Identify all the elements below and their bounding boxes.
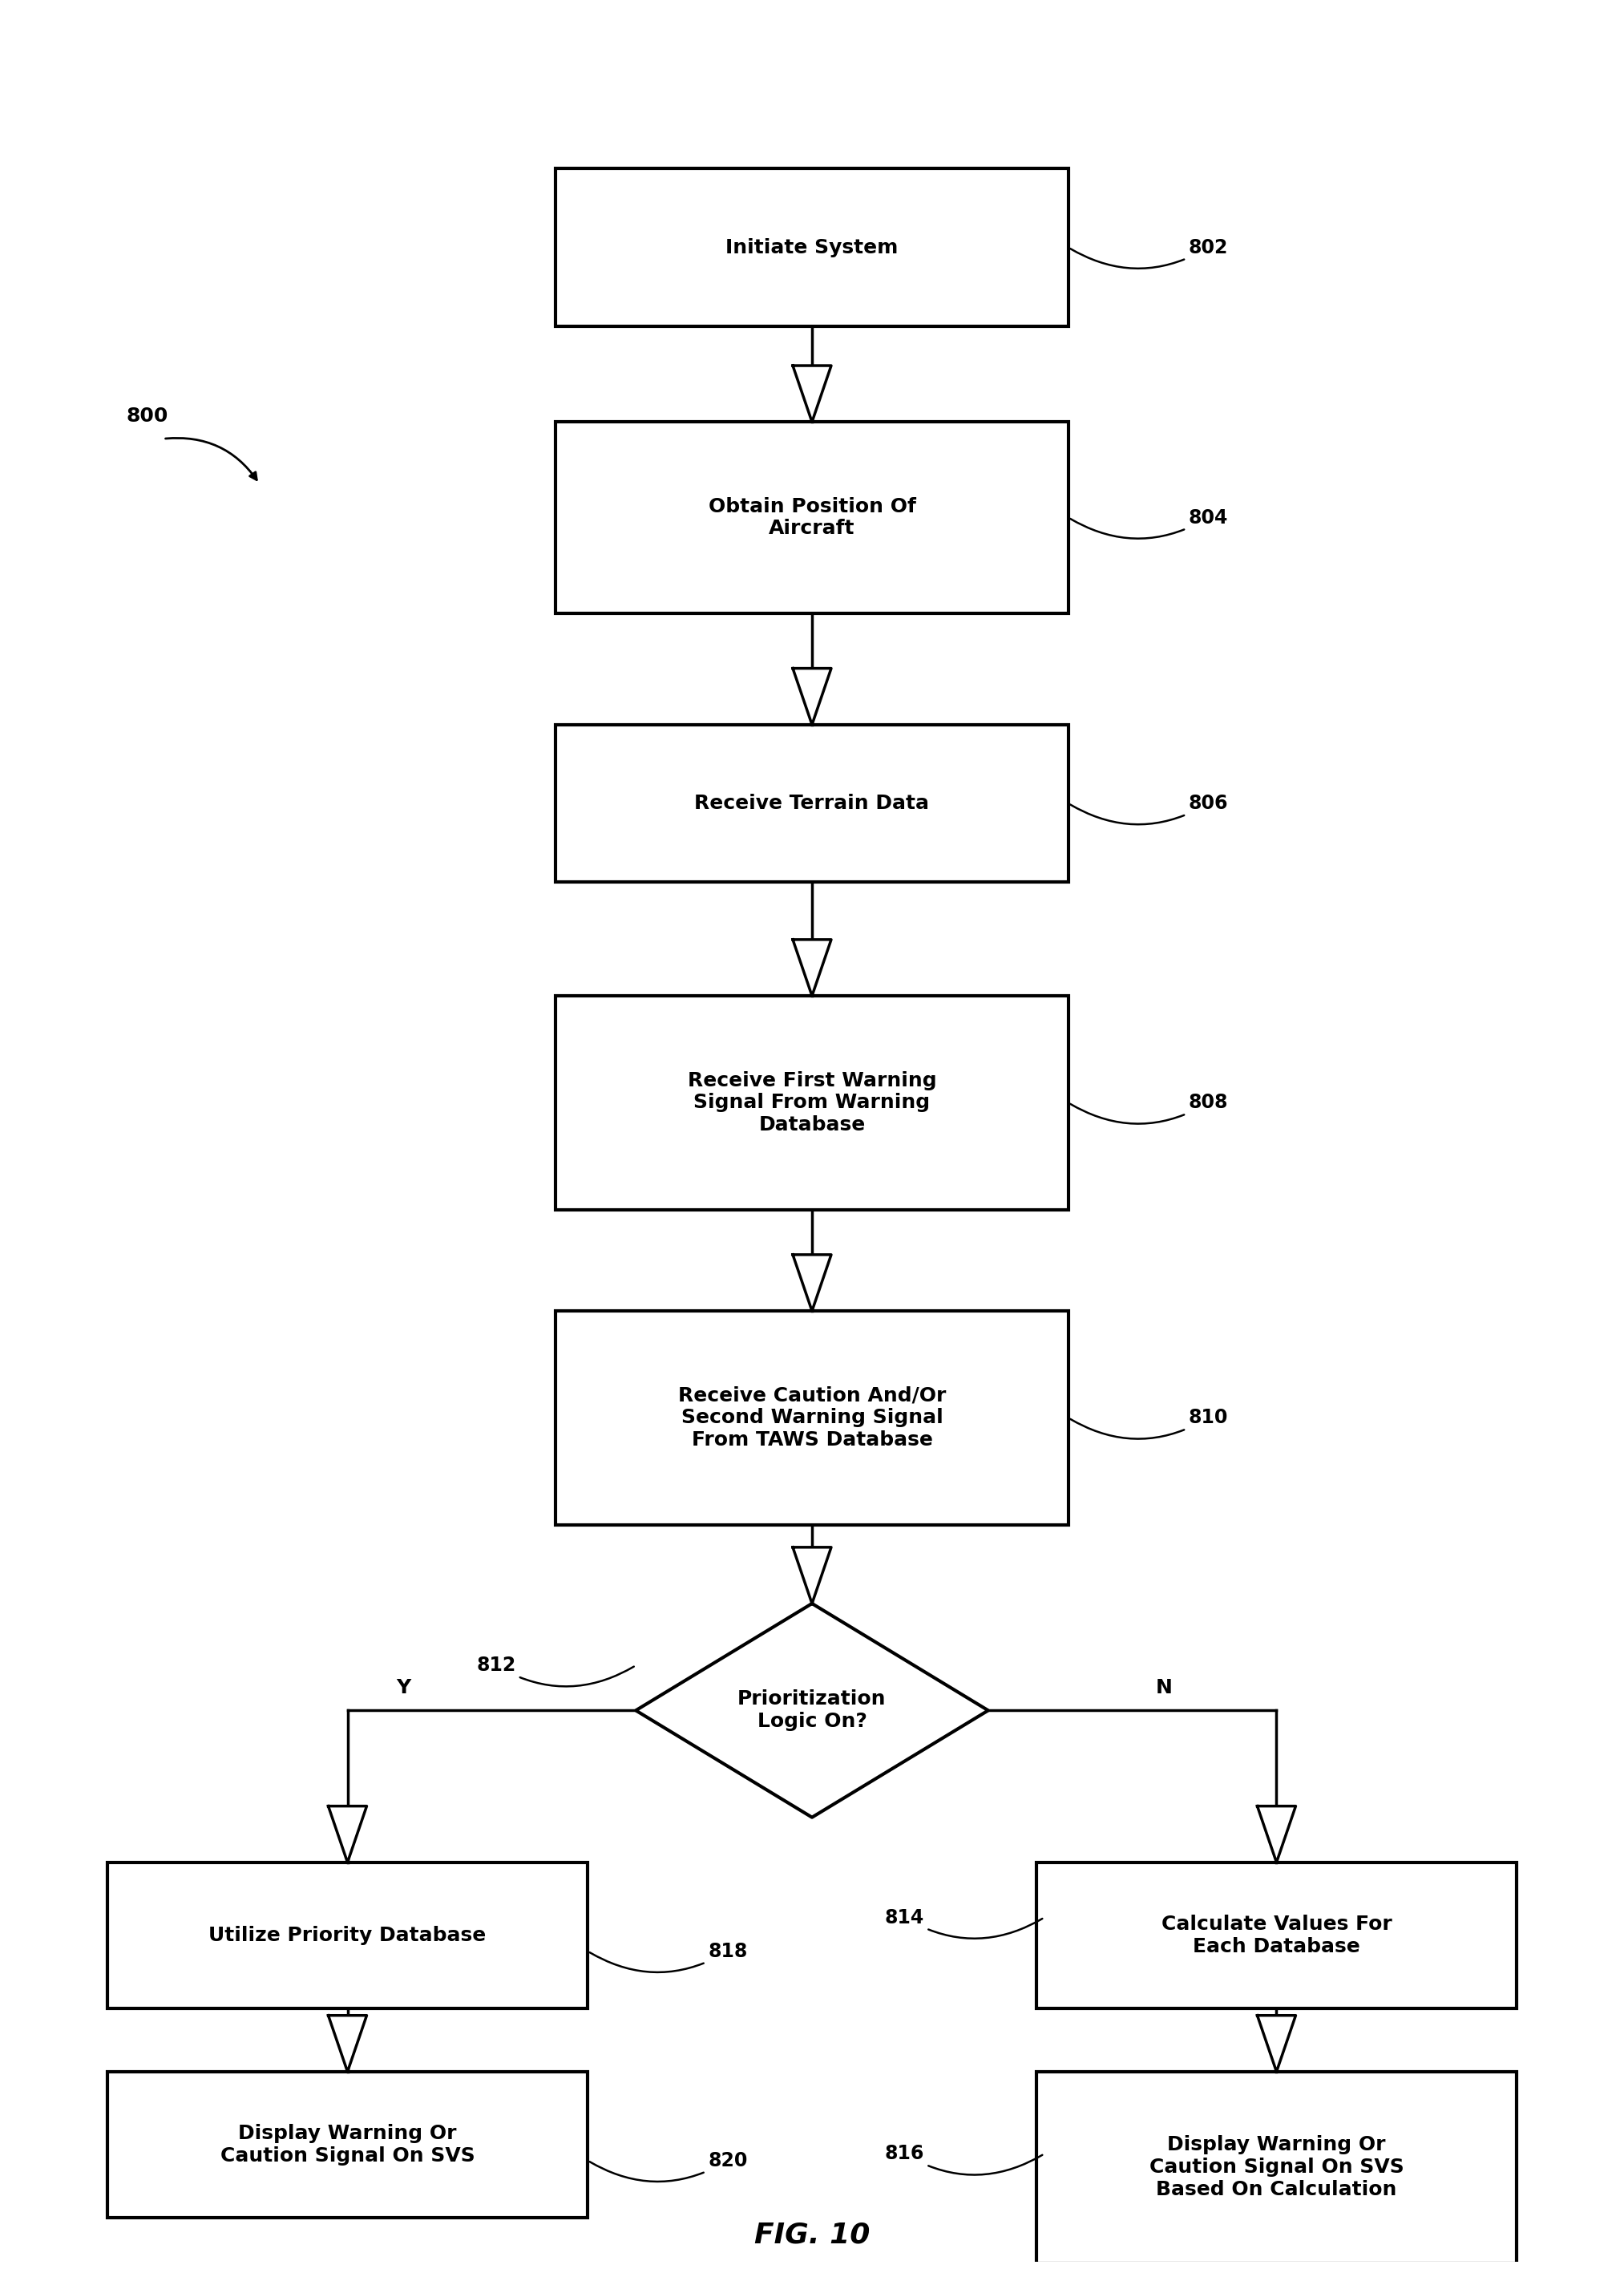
- Polygon shape: [793, 1548, 831, 1602]
- Text: Y: Y: [396, 1677, 411, 1698]
- Text: Utilize Priority Database: Utilize Priority Database: [209, 1925, 486, 1946]
- Text: Display Warning Or
Caution Signal On SVS: Display Warning Or Caution Signal On SVS: [221, 2123, 474, 2166]
- Text: 802: 802: [1070, 239, 1228, 268]
- Bar: [555, 996, 1069, 1209]
- Polygon shape: [793, 939, 831, 996]
- Bar: [555, 423, 1069, 614]
- Bar: [107, 1862, 588, 2009]
- Polygon shape: [328, 2016, 367, 2071]
- Polygon shape: [793, 668, 831, 725]
- FancyArrowPatch shape: [166, 439, 257, 480]
- Polygon shape: [793, 1255, 831, 1312]
- Text: 818: 818: [590, 1941, 747, 1973]
- Text: 816: 816: [885, 2143, 1043, 2175]
- Text: FIG. 10: FIG. 10: [754, 2221, 870, 2248]
- Text: Receive Terrain Data: Receive Terrain Data: [695, 793, 929, 814]
- Polygon shape: [793, 366, 831, 423]
- Text: Receive Caution And/Or
Second Warning Signal
From TAWS Database: Receive Caution And/Or Second Warning Si…: [677, 1387, 947, 1450]
- Text: Obtain Position Of
Aircraft: Obtain Position Of Aircraft: [708, 498, 916, 539]
- Text: Prioritization
Logic On?: Prioritization Logic On?: [737, 1689, 887, 1732]
- Text: 800: 800: [127, 407, 169, 425]
- Text: Calculate Values For
Each Database: Calculate Values For Each Database: [1161, 1914, 1392, 1957]
- Bar: [1036, 1862, 1517, 2009]
- Text: Display Warning Or
Caution Signal On SVS
Based On Calculation: Display Warning Or Caution Signal On SVS…: [1150, 2134, 1403, 2200]
- Polygon shape: [637, 1602, 987, 1818]
- Text: 814: 814: [885, 1907, 1043, 1939]
- Polygon shape: [1257, 2016, 1296, 2071]
- Text: 820: 820: [590, 2150, 747, 2182]
- Text: 804: 804: [1070, 507, 1228, 539]
- Text: 808: 808: [1070, 1093, 1228, 1123]
- Bar: [555, 168, 1069, 327]
- Text: N: N: [1156, 1677, 1173, 1698]
- Bar: [555, 725, 1069, 882]
- Text: 810: 810: [1070, 1409, 1228, 1439]
- Bar: [555, 1312, 1069, 1525]
- Text: 806: 806: [1070, 793, 1228, 825]
- Text: Initiate System: Initiate System: [726, 239, 898, 257]
- Text: 812: 812: [476, 1655, 633, 1687]
- Polygon shape: [328, 1807, 367, 1862]
- Bar: [1036, 2071, 1517, 2264]
- Bar: [107, 2071, 588, 2218]
- Polygon shape: [1257, 1807, 1296, 1862]
- Text: Receive First Warning
Signal From Warning
Database: Receive First Warning Signal From Warnin…: [687, 1071, 937, 1134]
